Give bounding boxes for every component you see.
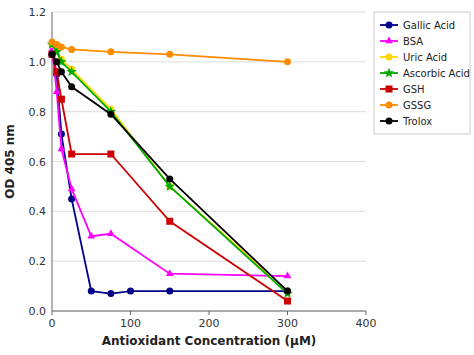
legend-label: Trolox [402, 116, 432, 127]
point [58, 43, 65, 50]
point [49, 51, 56, 58]
point [49, 51, 56, 58]
point [87, 232, 95, 239]
point [88, 288, 95, 295]
point [53, 58, 60, 65]
grid-line [52, 111, 366, 112]
x-tick [130, 311, 131, 315]
point [127, 288, 134, 295]
x-tick [209, 311, 210, 315]
background [0, 0, 474, 355]
point [68, 46, 75, 53]
y-tick-label: 0.8 [29, 106, 47, 119]
axes: 0.0 0.2 0.4 0.6 0.8 1.0 1.2 0 100 200 300 400 [29, 6, 377, 330]
series-line [52, 44, 288, 291]
y-tick-label: 1.0 [29, 56, 47, 69]
x-tick-label: 100 [120, 317, 141, 330]
legend-marker [384, 68, 394, 78]
x-tick-label: 300 [277, 317, 298, 330]
legend-label: GSH [403, 84, 425, 95]
y-tick-label: 0.6 [29, 156, 47, 169]
point [284, 288, 291, 295]
y-tick-label: 0.2 [29, 255, 47, 268]
legend-label: BSA [403, 36, 423, 47]
x-tick [287, 311, 288, 315]
point [166, 218, 173, 225]
point [107, 290, 114, 297]
legend-label: Uric Acid [403, 52, 447, 63]
point [166, 175, 173, 182]
point [284, 288, 291, 295]
x-tick [366, 311, 367, 315]
series-line [52, 54, 288, 293]
point [58, 96, 65, 103]
x-axis-label: Antioxidant Concentration (μM) [102, 334, 317, 348]
legend-marker [386, 86, 393, 93]
point [166, 288, 173, 295]
legend-marker [386, 22, 393, 29]
x-tick [52, 311, 53, 315]
legend-label: Ascorbic Acid [403, 68, 470, 79]
grid-line [52, 311, 366, 312]
point [284, 272, 292, 279]
y-axis-label: OD 405 nm [3, 124, 17, 199]
point [166, 269, 174, 276]
x-axis-line [52, 311, 366, 312]
point [282, 288, 292, 298]
x-tick-label: 0 [49, 317, 56, 330]
x-tick-label: 400 [356, 317, 377, 330]
point [284, 288, 291, 295]
point [107, 111, 114, 118]
point [68, 83, 75, 90]
legend-marker [386, 118, 393, 125]
point [58, 68, 65, 75]
point [166, 51, 173, 58]
y-tick-label: 1.2 [29, 6, 47, 19]
legend-marker [386, 54, 393, 61]
point [107, 229, 115, 236]
point [49, 51, 56, 58]
legend-label: Gallic Acid [403, 20, 455, 31]
series-line [52, 44, 288, 293]
point [284, 58, 291, 65]
point [66, 66, 76, 76]
legend-label: GSSG [403, 100, 431, 111]
point [58, 145, 66, 152]
point [107, 151, 114, 158]
point [68, 151, 75, 158]
chart: 0.0 0.2 0.4 0.6 0.8 1.0 1.2 0 100 200 300 400 Antiox… [0, 0, 474, 355]
x-tick-label: 200 [199, 317, 220, 330]
legend-box [374, 12, 470, 134]
plot-data [47, 38, 293, 304]
y-tick-label: 0.0 [29, 305, 47, 318]
point [58, 131, 65, 138]
series-line [52, 42, 288, 62]
legend-marker [386, 102, 393, 109]
point [107, 48, 114, 55]
point [68, 184, 76, 191]
series-line [52, 49, 288, 276]
point [284, 298, 291, 305]
grid-line [52, 12, 366, 13]
series-line [52, 54, 288, 291]
y-tick-label: 0.4 [29, 205, 47, 218]
legend: Gallic Acid BSA Uric Acid Ascorbic Acid GSH G… [374, 12, 470, 134]
grid-line [52, 161, 366, 162]
grid-line [52, 261, 366, 262]
grid-line [52, 61, 366, 62]
legend-marker [385, 37, 393, 44]
grid-line [52, 211, 366, 212]
series-line [52, 54, 288, 301]
